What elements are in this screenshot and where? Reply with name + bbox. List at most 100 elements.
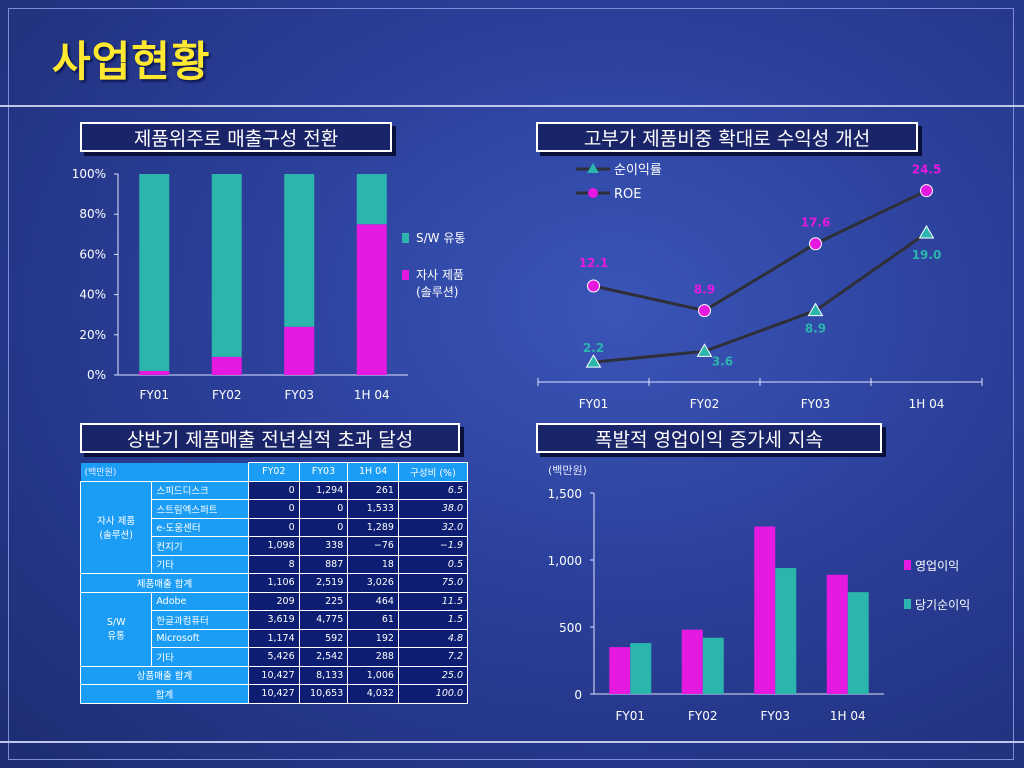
- profitability-line-chart: FY01 FY02 FY03 1H 04 12.1 8.9 17.6 24.5 2.2 3.6 8.…: [537, 163, 983, 411]
- bar: [847, 592, 869, 694]
- bar: [681, 629, 703, 694]
- x-tick-label: 1H 04: [354, 388, 390, 402]
- x-tick-label: FY03: [801, 397, 831, 411]
- table-cell: 75.0: [397, 573, 469, 593]
- table-cell: 10,427: [248, 665, 300, 685]
- operating-profit-chart: (백만원) 0 500 1,000 1,500 FY01 FY02 FY03 1H 04 영업이익…: [548, 464, 971, 723]
- data-point: [807, 302, 824, 317]
- table-cell: 11.5: [397, 591, 469, 611]
- table-cell: 2,519: [298, 573, 349, 593]
- unit-label: (백만원): [548, 464, 587, 477]
- table-group-label: 자사 제품 (솔루션): [79, 480, 153, 574]
- x-tick-label: FY03: [760, 709, 790, 723]
- table-cell: 8: [248, 554, 300, 574]
- table-header-row: (백만원) FY02 FY03 1H 04 구성비 (%): [80, 462, 469, 482]
- data-point: [587, 279, 600, 293]
- table-subtotal-row: 상품매출 합계 10,427 8,133 1,006 25.0: [79, 665, 469, 685]
- data-label: 24.5: [912, 163, 942, 177]
- x-tick-label: FY01: [139, 388, 169, 402]
- table-cell: 10,653: [298, 684, 349, 704]
- data-label: 19.0: [912, 248, 942, 262]
- table-cell: 7.2: [397, 647, 469, 667]
- bar-segment: [356, 224, 387, 375]
- table-cell: 1,174: [248, 628, 300, 648]
- table-item-label: 기타: [151, 554, 250, 574]
- table-cell: 1,533: [347, 499, 399, 519]
- x-tick-label: FY02: [690, 397, 720, 411]
- sales-mix-chart: 0% 20% 40% 60% 80% 100% FY01 FY02 FY03 1H 04 S/W 유…: [72, 167, 466, 402]
- bar: [609, 647, 631, 694]
- table-cell: 0.5: [397, 554, 469, 574]
- table-cell: 1,106: [248, 573, 300, 593]
- table-subtotal-label: 제품매출 합계: [79, 573, 250, 593]
- table-cell: 38.0: [397, 499, 469, 519]
- x-tick-label: FY02: [688, 709, 718, 723]
- y-tick-label: 40%: [79, 288, 106, 302]
- divider-top: [0, 105, 1024, 107]
- legend-swatch: [904, 560, 911, 570]
- panel-title-profitability: 고부가 제품비중 확대로 수익성 개선: [536, 122, 918, 152]
- panel-title-operating-profit: 폭발적 영업이익 증가세 지속: [536, 423, 882, 453]
- table-cell: 6.5: [397, 480, 469, 500]
- data-label: 2.2: [583, 341, 604, 355]
- table-column-header: FY03: [298, 462, 349, 482]
- table-item-label: 한글과컴퓨터: [151, 610, 250, 630]
- data-point: [809, 237, 822, 251]
- x-tick-label: 1H 04: [830, 709, 866, 723]
- table-cell: 1,289: [347, 517, 399, 537]
- table-row: e-도움센터 0 0 1,289 32.0: [81, 517, 469, 537]
- bar-segment: [211, 356, 242, 375]
- bar: [702, 637, 724, 694]
- legend-label: 당기순이익: [915, 598, 970, 612]
- y-tick-label: 1,500: [548, 487, 582, 501]
- table-row: 기타 5,426 2,542 288 7.2: [81, 647, 469, 667]
- table-item-label: Microsoft: [151, 628, 250, 648]
- table-cell: 8,133: [298, 665, 349, 685]
- table-cell: 18: [347, 554, 399, 574]
- table-cell: 887: [298, 554, 349, 574]
- table-item-label: 스트림엑스퍼트: [151, 499, 250, 519]
- legend-label: (솔루션): [416, 285, 458, 299]
- legend-swatch: [402, 233, 409, 243]
- legend-marker: [588, 188, 598, 198]
- legend-swatch: [402, 270, 409, 280]
- series-line: [593, 189, 928, 313]
- table-cell: 288: [347, 647, 399, 667]
- bar-segment: [356, 174, 387, 225]
- y-tick-label: 80%: [79, 207, 106, 221]
- table-cell: 4,775: [298, 610, 349, 630]
- data-label: 8.9: [694, 283, 715, 297]
- bar: [630, 643, 652, 694]
- table-cell: 10,427: [248, 684, 300, 704]
- table-cell: 0: [248, 517, 300, 537]
- table-cell: 0: [298, 499, 349, 519]
- legend-swatch: [904, 599, 911, 609]
- legend-marker: [587, 163, 599, 173]
- data-label: 17.6: [801, 216, 831, 230]
- bar-segment: [284, 174, 315, 327]
- table-cell: 261: [347, 480, 399, 500]
- table-cell: 0: [298, 517, 349, 537]
- y-tick-label: 500: [559, 621, 582, 635]
- table-row: 컨지기 1,098 338 −76 −1.9: [81, 536, 469, 556]
- table-column-header: FY02: [248, 462, 300, 482]
- data-point: [585, 354, 602, 368]
- table-cell: 592: [298, 628, 349, 648]
- y-tick-label: 0: [574, 688, 582, 702]
- table-cell: 225: [298, 591, 349, 611]
- table-row: 한글과컴퓨터 3,619 4,775 61 1.5: [81, 610, 469, 630]
- bar-segment: [139, 370, 170, 375]
- table-cell: 5,426: [248, 647, 300, 667]
- bar: [826, 574, 848, 694]
- table-group-label: S/W 유통: [79, 591, 153, 667]
- table-cell: 3,619: [248, 610, 300, 630]
- table-cell: 1,006: [347, 665, 399, 685]
- legend-label: 순이익률: [614, 163, 662, 178]
- table-cell: 4.8: [397, 628, 469, 648]
- table-cell: −76: [347, 536, 399, 556]
- data-point: [920, 184, 933, 198]
- table-cell: 4,032: [347, 684, 399, 704]
- legend-label: 자사 제품: [416, 268, 464, 282]
- table-cell: −1.9: [397, 536, 469, 556]
- table-cell: 209: [248, 591, 300, 611]
